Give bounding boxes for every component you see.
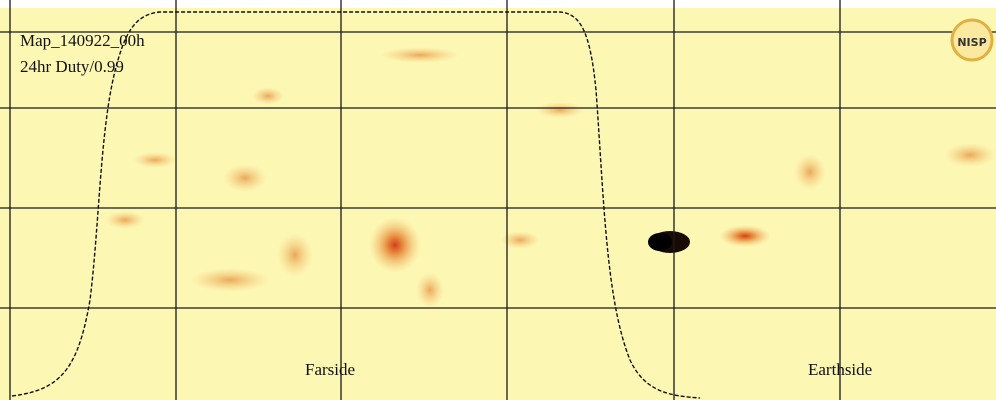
blob: [252, 87, 284, 105]
page: Map_140922_00h 24hr Duty/0.99 Farside Ea…: [0, 0, 996, 400]
blob: [944, 143, 996, 167]
blob: [416, 272, 444, 308]
earthside-label: Earthside: [808, 360, 872, 379]
farside-label: Farside: [305, 360, 355, 379]
sunspot: [648, 233, 672, 251]
blob: [500, 231, 540, 249]
blob: [536, 102, 584, 118]
blob: [105, 211, 145, 229]
blob: [719, 225, 771, 247]
background: [0, 0, 996, 400]
blob: [223, 164, 267, 192]
top-strip: [0, 0, 996, 8]
blob: [794, 154, 826, 190]
blob: [190, 268, 270, 292]
duty-label: 24hr Duty/0.99: [20, 57, 124, 76]
blob: [277, 233, 313, 277]
blob: [133, 152, 177, 168]
logo-text: NISP: [957, 36, 986, 49]
blob: [380, 47, 460, 63]
blob: [369, 217, 421, 273]
farside-map: Map_140922_00h 24hr Duty/0.99 Farside Ea…: [0, 0, 996, 400]
nisp-logo: NISP: [952, 20, 992, 60]
map-id: Map_140922_00h: [20, 31, 145, 50]
